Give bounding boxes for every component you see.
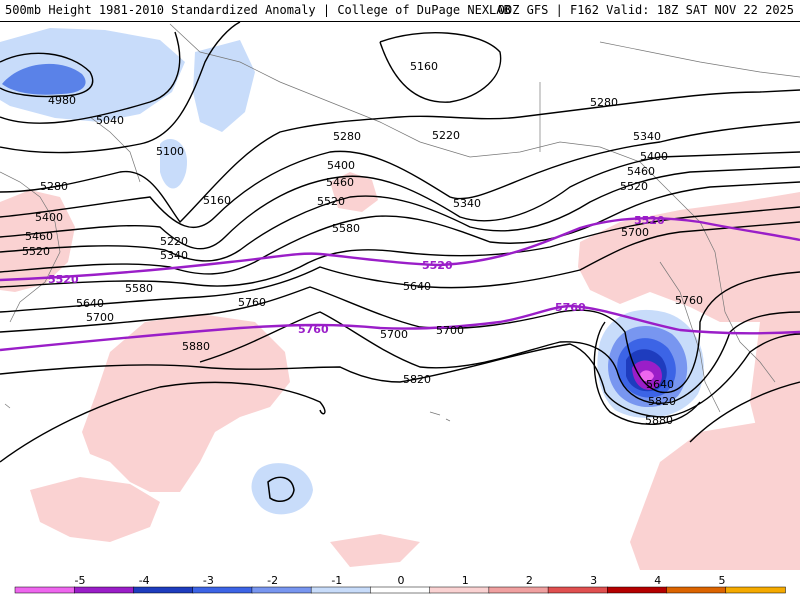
colorbar-tick-label: 3 — [590, 574, 597, 587]
contour-label: 5280 — [333, 130, 361, 143]
contour-label: 5460 — [326, 176, 354, 189]
anomaly-colorbar: -5 -4 -3 -2 -1 0 1 2 3 4 5 — [0, 570, 800, 600]
highlight-label: 5760 — [555, 301, 586, 314]
colorbar-swatch — [310, 586, 372, 594]
colorbar-swatch — [192, 586, 253, 594]
contour-label: 5580 — [332, 222, 360, 235]
contour-label: 5640 — [403, 280, 431, 293]
contour-label: 5820 — [648, 395, 676, 408]
contour-label: 5760 — [238, 296, 266, 309]
anomaly-map: 4980 5040 5100 5160 5160 5220 5220 5280 … — [0, 22, 800, 570]
colorbar-tick-label: -2 — [267, 574, 278, 587]
highlight-label: 5520 — [422, 259, 453, 272]
contour-label: 5340 — [453, 197, 481, 210]
highlight-label: 5520 — [48, 273, 79, 286]
colorbar-tick-label: 0 — [398, 574, 405, 587]
contour-label: 5220 — [160, 235, 188, 248]
highlight-label: 5520 — [634, 214, 665, 227]
contour-label: 5700 — [86, 311, 114, 324]
contour-label: 5340 — [160, 249, 188, 262]
contour-label: 5400 — [640, 150, 668, 163]
colorbar-swatch — [251, 586, 312, 594]
colorbar-swatch — [725, 586, 786, 594]
contour-label: 5220 — [432, 129, 460, 142]
contour-label: 5520 — [317, 195, 345, 208]
colorbar-tick-label: -5 — [75, 574, 86, 587]
colorbar-tick-label: 1 — [462, 574, 469, 587]
highlight-contour-labels: 5520 5520 5520 5760 5760 — [48, 214, 665, 336]
map-title: 500mb Height 1981-2010 Standardized Anom… — [5, 3, 511, 17]
contour-label: 5160 — [203, 194, 231, 207]
contour-label: 5580 — [125, 282, 153, 295]
contour-label: 5400 — [35, 211, 63, 224]
contour-label: 5160 — [410, 60, 438, 73]
contour-label: 5700 — [436, 324, 464, 337]
contour-label: 5700 — [621, 226, 649, 239]
contour-label: 5520 — [22, 245, 50, 258]
contour-label: 5760 — [675, 294, 703, 307]
contour-label: 5640 — [76, 297, 104, 310]
highlight-contours — [0, 216, 800, 352]
colorbar-swatch — [607, 586, 668, 594]
contour-label: 5400 — [327, 159, 355, 172]
contour-label: 5880 — [645, 414, 673, 427]
colorbar-swatch — [73, 586, 135, 594]
highlight-label: 5760 — [298, 323, 329, 336]
colorbar-ticks: -5 -4 -3 -2 -1 0 1 2 3 4 5 — [75, 574, 726, 587]
colorbar-tick-label: -3 — [203, 574, 214, 587]
colorbar-swatch — [14, 586, 75, 594]
colorbar-swatch — [133, 586, 194, 594]
colorbar-swatch — [488, 586, 549, 594]
contour-label: 4980 — [48, 94, 76, 107]
contour-label: 5640 — [646, 378, 674, 391]
negative-anomaly-shading — [0, 28, 704, 515]
contour-label: 5040 — [96, 114, 124, 127]
contour-label: 5100 — [156, 145, 184, 158]
map-header: 500mb Height 1981-2010 Standardized Anom… — [0, 0, 800, 22]
colorbar-swatch — [547, 586, 609, 594]
contour-labels: 4980 5040 5100 5160 5160 5220 5220 5280 … — [22, 60, 703, 427]
contour-label: 5820 — [403, 373, 431, 386]
contour-label: 5280 — [590, 96, 618, 109]
contour-label: 5340 — [633, 130, 661, 143]
contour-label: 5460 — [25, 230, 53, 243]
contour-label: 5700 — [380, 328, 408, 341]
colorbar-swatch — [429, 586, 490, 594]
model-valid-time: 00Z GFS | F162 Valid: 18Z SAT NOV 22 202… — [497, 3, 794, 17]
contour-label: 5280 — [40, 180, 68, 193]
colorbar-swatch — [666, 586, 727, 594]
colorbar-tick-label: -1 — [331, 574, 342, 587]
colorbar-tick-label: 5 — [719, 574, 726, 587]
colorbar-tick-label: 4 — [654, 574, 661, 587]
contour-label: 5520 — [620, 180, 648, 193]
contour-label: 5880 — [182, 340, 210, 353]
colorbar-tick-label: 2 — [526, 574, 533, 587]
contour-label: 5460 — [627, 165, 655, 178]
colorbar-tick-label: -4 — [139, 574, 150, 587]
colorbar-swatches — [14, 586, 786, 594]
height-contours — [0, 22, 800, 463]
colorbar-swatch — [370, 586, 431, 594]
